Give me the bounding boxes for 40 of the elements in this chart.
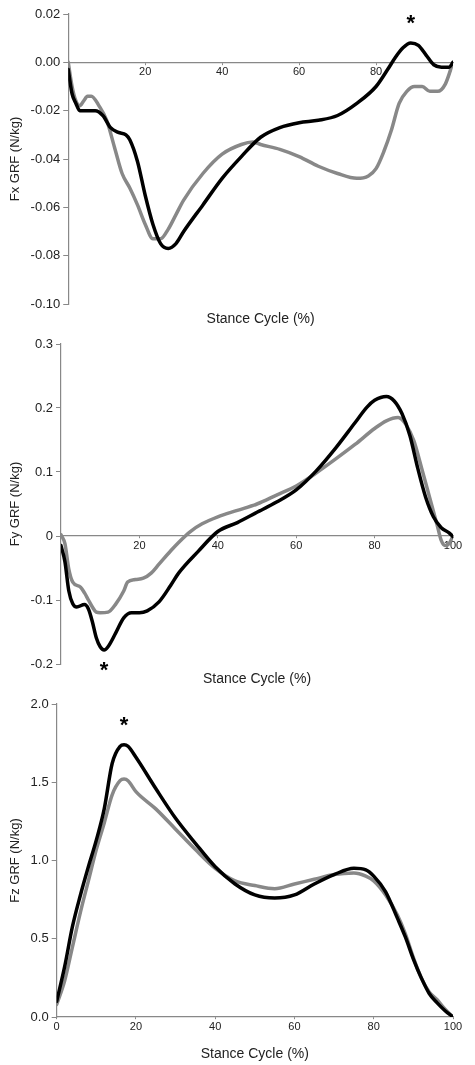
- x-tick-label: 60: [292, 64, 306, 77]
- y-tick-label: 0.5: [30, 930, 49, 946]
- y-tick-label: 0.3: [34, 335, 53, 351]
- y-tick-label: 0.1: [34, 463, 53, 479]
- x-tick-label: 100: [443, 1019, 463, 1032]
- y-tick-label: -0.06: [30, 198, 61, 214]
- x-axis-title: Stance Cycle (%): [200, 1044, 309, 1061]
- y-tick-label: -0.1: [30, 591, 53, 607]
- y-tick-label: -0.08: [30, 247, 61, 263]
- x-axis-title: Stance Cycle (%): [202, 669, 312, 686]
- x-tick-label: 20: [133, 538, 146, 551]
- y-axis-title: Fx GRF (N/kg): [7, 116, 23, 202]
- y-tick-label: 0.00: [34, 53, 61, 69]
- x-tick-label: 80: [369, 64, 383, 77]
- x-tick-label: 40: [216, 64, 229, 77]
- y-tick-label: -0.04: [30, 150, 61, 166]
- x-tick-label: 60: [290, 538, 303, 551]
- x-tick-label: 40: [211, 538, 224, 551]
- x-tick-label: 40: [209, 1019, 222, 1032]
- annotation: *: [119, 711, 129, 737]
- y-tick-label: 2.0: [30, 695, 49, 711]
- x-tick-label: 80: [367, 1019, 380, 1032]
- annotation: *: [99, 656, 109, 682]
- x-tick-label: 20: [129, 1019, 143, 1032]
- y-tick-label: 1.0: [30, 852, 49, 868]
- x-axis-title: Stance Cycle (%): [206, 309, 315, 326]
- x-tick-label: 20: [139, 64, 152, 77]
- y-tick-label: -0.2: [30, 655, 53, 671]
- x-tick-label: 60: [288, 1019, 301, 1032]
- x-tick-label: 100: [443, 538, 463, 551]
- y-tick-label: 0.0: [30, 1008, 49, 1024]
- y-tick-label: -0.02: [30, 102, 61, 118]
- y-axis-title: Fz GRF (N/kg): [7, 818, 23, 903]
- y-axis-title: Fy GRF (N/kg): [7, 461, 23, 547]
- y-tick-label: 0.2: [34, 399, 53, 415]
- y-tick-label: 0.02: [34, 5, 61, 21]
- annotation: *: [406, 10, 416, 36]
- y-tick-label: -0.10: [30, 295, 61, 311]
- y-tick-label: 1.5: [30, 773, 49, 789]
- x-tick-label: 80: [368, 538, 381, 551]
